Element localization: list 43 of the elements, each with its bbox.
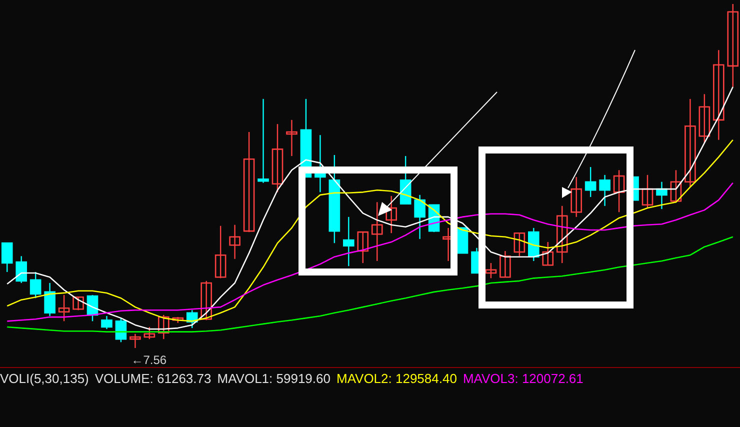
candlestick [371, 202, 383, 262]
text: MAVOL1: 59919.60 [217, 371, 330, 386]
candlestick [258, 98, 269, 184]
candlestick [144, 326, 156, 340]
candlestick [556, 205, 568, 264]
candlestick [570, 176, 582, 218]
text: VOLI(5,30,135) [0, 371, 89, 386]
candlestick [272, 123, 284, 193]
text: MAVOL2: 129584.40 [336, 371, 457, 386]
text: MAVOL3: 120072.61 [462, 371, 584, 386]
candlestick [642, 174, 654, 209]
candlestick [584, 166, 596, 198]
candlestick [72, 296, 84, 311]
candlestick [286, 119, 298, 157]
candlestick [727, 3, 739, 88]
candlestick [357, 231, 369, 264]
candlestick [414, 194, 426, 240]
candlestick [130, 333, 141, 349]
candlestick [542, 241, 554, 266]
candlestick [200, 280, 212, 321]
text: ←7.56 [131, 353, 167, 367]
candlestick [514, 232, 526, 257]
candlestick [684, 98, 696, 188]
candlestick [386, 195, 397, 234]
candlestick [16, 256, 27, 284]
candlestick [243, 131, 255, 233]
candlestick [229, 224, 240, 260]
candlestick [101, 315, 112, 330]
text: VOLUME: 61263.73 [94, 371, 212, 386]
candlestick [599, 174, 610, 207]
candlestick [30, 271, 42, 299]
candlestick [44, 282, 56, 317]
candlestick [670, 170, 682, 202]
candlestick [713, 49, 724, 140]
candlestick [158, 314, 170, 340]
candlestick [698, 94, 710, 144]
candlestick [1, 242, 13, 273]
candlestick [343, 216, 354, 267]
candlestick [500, 250, 511, 278]
candlestick [613, 170, 625, 213]
candlestick [485, 262, 497, 279]
candlestick [214, 225, 226, 279]
candlestick [58, 294, 70, 322]
